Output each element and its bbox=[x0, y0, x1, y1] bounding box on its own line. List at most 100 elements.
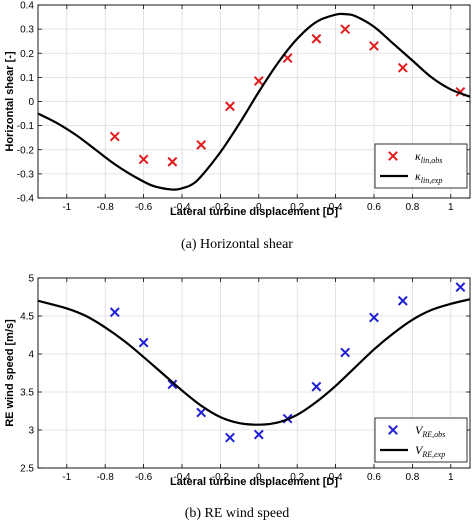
figure-caption: (a) Horizontal shear bbox=[181, 237, 293, 252]
legend-label-symbol: κ bbox=[415, 169, 421, 183]
y-tick-label: 0.4 bbox=[20, 1, 34, 12]
legend-label-symbol: V bbox=[415, 423, 424, 437]
data-point-stroke bbox=[340, 24, 351, 35]
legend-marker-swatch bbox=[388, 151, 398, 161]
x-tick-label: -0.8 bbox=[97, 472, 115, 483]
data-point-stroke bbox=[455, 86, 466, 97]
data-point-stroke bbox=[109, 307, 120, 318]
y-tick-label: -0.2 bbox=[17, 145, 35, 156]
data-point bbox=[397, 62, 408, 73]
figure-caption: (b) RE wind speed bbox=[185, 506, 290, 521]
data-point bbox=[253, 429, 264, 440]
x-tick-label: 0.2 bbox=[290, 472, 304, 483]
data-point bbox=[369, 312, 379, 323]
y-tick-label: 0.1 bbox=[20, 73, 34, 84]
data-point-stroke bbox=[138, 154, 149, 165]
x-tick-label: -0.6 bbox=[135, 202, 153, 213]
data-point-stroke bbox=[253, 76, 264, 86]
data-point bbox=[138, 337, 149, 348]
x-tick-label: 0 bbox=[256, 202, 262, 213]
legend-label-subscript: RE,exp bbox=[421, 450, 445, 459]
x-tick-label: -0.4 bbox=[173, 472, 191, 483]
data-point-stroke bbox=[138, 337, 149, 348]
data-point-stroke bbox=[225, 432, 235, 443]
data-point bbox=[369, 41, 379, 51]
legend-box bbox=[374, 143, 468, 189]
data-point-stroke bbox=[167, 156, 178, 167]
y-tick-label: 5 bbox=[28, 274, 34, 285]
data-point bbox=[109, 307, 120, 318]
data-point bbox=[311, 33, 322, 44]
data-point-stroke bbox=[196, 407, 207, 418]
legend-label: κlin,exp bbox=[415, 169, 442, 185]
series-line bbox=[38, 298, 470, 426]
legend-marker-swatch bbox=[388, 425, 398, 435]
y-axis-label: Horizontal shear [-] bbox=[4, 51, 16, 152]
legend-box bbox=[374, 417, 468, 463]
data-point-stroke bbox=[253, 429, 264, 440]
panel-horizontal-shear: -1 -0.8 -0.6 -0.4 -0.2 0 0.2 0.4 0.6 0.8 1 -0.4 -0.3… bbox=[4, 1, 471, 252]
legend-label-subscript: RE,obs bbox=[421, 430, 445, 439]
x-tick-label: -0.6 bbox=[135, 472, 153, 483]
x-tick-label: 0.8 bbox=[405, 202, 419, 213]
data-point-stroke bbox=[311, 33, 322, 44]
x-tick-label: 0.6 bbox=[367, 202, 381, 213]
data-point-stroke bbox=[109, 131, 120, 142]
axes-frame bbox=[37, 277, 471, 469]
x-tick-label: 0 bbox=[256, 472, 262, 483]
data-point bbox=[311, 381, 322, 392]
data-point bbox=[196, 140, 207, 150]
x-tick-label: 0.4 bbox=[329, 202, 343, 213]
data-point-stroke bbox=[311, 381, 322, 392]
data-point bbox=[340, 347, 351, 358]
legend-label: VRE,exp bbox=[415, 443, 445, 459]
legend-label-symbol: V bbox=[415, 443, 424, 457]
panel-re-wind-speed: -1 -0.8 -0.6 -0.4 -0.2 0 0.2 0.4 0.6 0.8 1 2.5 3 3.5 4… bbox=[4, 274, 471, 521]
data-point bbox=[196, 407, 207, 418]
data-point bbox=[455, 282, 466, 293]
y-tick-label: 2.5 bbox=[20, 464, 34, 475]
y-tick-label: -0.3 bbox=[17, 169, 35, 180]
data-point bbox=[340, 24, 351, 35]
data-point-stroke bbox=[167, 379, 178, 390]
x-axis-label: Lateral turbine displacement [D] bbox=[170, 476, 338, 488]
data-point bbox=[138, 154, 149, 165]
x-tick-label: 0.4 bbox=[329, 472, 343, 483]
y-tick-label: -0.1 bbox=[17, 121, 35, 132]
data-point-stroke bbox=[369, 312, 379, 323]
data-point bbox=[253, 76, 264, 86]
y-tick-label: 0 bbox=[28, 97, 34, 108]
x-tick-label: -1 bbox=[62, 202, 71, 213]
x-tick-label: -0.2 bbox=[212, 202, 230, 213]
x-tick-label: -0.2 bbox=[212, 472, 230, 483]
data-point bbox=[167, 379, 178, 390]
data-point-stroke bbox=[340, 347, 351, 358]
x-tick-label: 1 bbox=[448, 472, 454, 483]
x-tick-label: 0.2 bbox=[290, 202, 304, 213]
legend-label-symbol: κ bbox=[415, 149, 421, 163]
legend-label: κlin,obs bbox=[415, 149, 442, 165]
data-point-stroke bbox=[196, 140, 207, 150]
x-tick-label: -0.8 bbox=[97, 202, 115, 213]
data-point-stroke bbox=[397, 62, 408, 73]
data-point-stroke bbox=[397, 295, 408, 306]
x-tick-label: 0.6 bbox=[367, 472, 381, 483]
data-point bbox=[397, 295, 408, 306]
y-tick-label: 4 bbox=[28, 350, 34, 361]
legend-label-subscript: lin,exp bbox=[421, 176, 443, 185]
y-tick-label: -0.4 bbox=[17, 194, 35, 205]
x-axis-label: Lateral turbine displacement [D] bbox=[170, 206, 338, 218]
y-tick-label: 3.5 bbox=[20, 388, 34, 399]
x-tick-label: 1 bbox=[448, 202, 454, 213]
data-point-stroke bbox=[455, 282, 466, 293]
data-point-stroke bbox=[369, 41, 379, 51]
data-point bbox=[109, 131, 120, 142]
x-tick-label: -1 bbox=[62, 472, 71, 483]
data-point-stroke bbox=[225, 101, 235, 112]
legend-label: VRE,obs bbox=[415, 423, 445, 439]
x-tick-label: 0.8 bbox=[405, 472, 419, 483]
data-point bbox=[167, 156, 178, 167]
